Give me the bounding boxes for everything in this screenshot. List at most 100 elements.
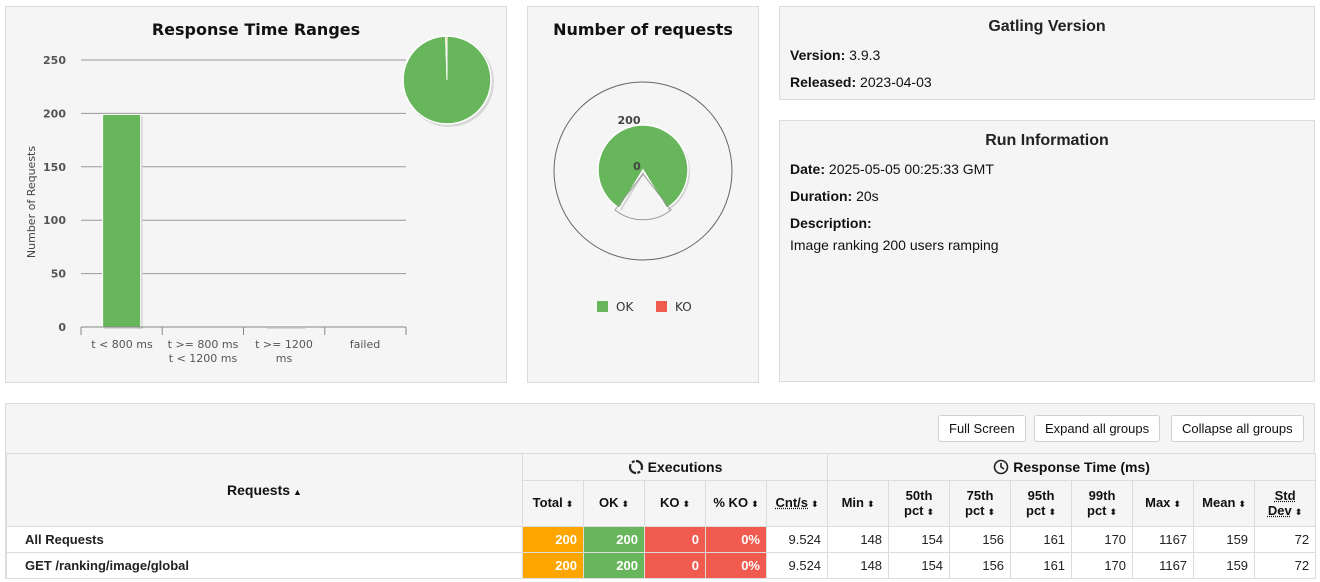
mean-cell: 159 (1193, 526, 1256, 553)
mean-column-header[interactable]: Mean ⬍ (1193, 480, 1256, 527)
legend-ok-swatch[interactable] (597, 301, 608, 312)
y-tick-label: 100 (43, 214, 66, 227)
date-row: Date: 2025-05-05 00:25:33 GMT (790, 161, 994, 177)
bar-0[interactable] (102, 113, 142, 328)
total-header-label: Total (532, 495, 563, 510)
released-row: Released: 2023-04-03 (790, 74, 932, 90)
p75-cell: 156 (949, 552, 1012, 579)
statistics-table: Requests ▲ Executions Response Time (ms) (6, 453, 1317, 579)
statistics-section: Full Screen Expand all groups Collapse a… (5, 403, 1317, 579)
pct-ko-header-label: % KO (713, 495, 749, 510)
p75-column-header[interactable]: 75th pct ⬍ (949, 480, 1012, 527)
released-value: 2023-04-03 (860, 74, 932, 90)
sort-icon: ⬍ (751, 499, 759, 509)
pct-ko-cell: 0% (705, 526, 767, 553)
ok-cell: 200 (583, 552, 645, 579)
number-of-requests-chart: Number of requests 200 0 OK KO (553, 20, 733, 314)
requests-column-header[interactable]: Requests ▲ (6, 453, 523, 527)
run-information-title: Run Information (985, 132, 1109, 149)
version-label: Version: (790, 47, 846, 63)
sort-icon: ⬍ (565, 499, 574, 509)
ko-header-label: KO (659, 495, 680, 510)
ranges-y-axis-label: Number of Requests (25, 146, 38, 258)
description-row: Description: (790, 215, 872, 231)
y-tick-label: 200 (43, 107, 66, 120)
p50-header-line1: 50th (905, 487, 933, 503)
std-dev-cell: 72 (1254, 552, 1317, 579)
p50-cell: 154 (888, 552, 951, 579)
ranges-x-label-1-line1: t >= 800 ms (168, 338, 239, 351)
cnt-column-header[interactable]: Cnt/s ⬍ (765, 480, 829, 527)
executions-icon (628, 459, 643, 475)
request-name-link[interactable]: GET /ranking/image/global (6, 552, 523, 579)
requests-pie-ok-slice[interactable] (597, 124, 689, 210)
request-name: All Requests (6, 526, 523, 553)
std-dev-column-header[interactable]: Std Dev ⬍ (1254, 480, 1317, 527)
p75-header-line1: 75th (966, 487, 994, 503)
min-cell: 148 (827, 552, 890, 579)
p99-column-header[interactable]: 99th pct ⬍ (1071, 480, 1134, 527)
ko-cell: 0 (644, 526, 706, 553)
duration-value: 20s (856, 188, 879, 204)
table-row: All Requests 200 200 0 0% 9.524 148 154 … (6, 526, 1317, 553)
full-screen-button[interactable]: Full Screen (938, 415, 1026, 442)
sort-icon: ⬍ (682, 499, 691, 509)
requests-ko-count-label: 0 (633, 160, 641, 173)
p50-column-header[interactable]: 50th pct ⬍ (888, 480, 951, 527)
sort-icon: ⬍ (1173, 499, 1181, 509)
y-tick-label: 50 (51, 268, 67, 281)
std-dev-header-line1: Std (1274, 487, 1296, 503)
p75-header-line2: pct (965, 502, 985, 518)
ko-column-header[interactable]: KO ⬍ (644, 480, 706, 527)
pct-ko-cell: 0% (705, 552, 767, 579)
p95-cell: 161 (1010, 552, 1073, 579)
collapse-all-groups-button[interactable]: Collapse all groups (1171, 415, 1304, 442)
p95-cell: 161 (1010, 526, 1073, 553)
sort-icon: ⬍ (621, 499, 630, 509)
ranges-x-label-0-line1: t < 800 ms (91, 338, 153, 351)
min-column-header[interactable]: Min ⬍ (827, 480, 890, 527)
requests-pie-ko-slice[interactable] (614, 173, 672, 221)
date-value: 2025-05-05 00:25:33 GMT (828, 161, 994, 177)
p95-header-line2: pct (1026, 502, 1046, 518)
std-dev-header-line2: Dev (1267, 502, 1292, 518)
legend-ko-label[interactable]: KO (675, 300, 692, 314)
p99-header-line2: pct (1087, 502, 1107, 518)
executions-group-header: Executions (521, 453, 829, 481)
mean-cell: 159 (1193, 552, 1256, 579)
executions-header-label: Executions (647, 459, 723, 475)
pct-ko-column-header[interactable]: % KO ⬍ (705, 480, 767, 527)
ranges-distribution-pie (402, 35, 494, 127)
legend-ok-label[interactable]: OK (616, 300, 634, 314)
cnt-header-label: Cnt/s (775, 495, 809, 510)
ranges-x-label-3-line1: failed (350, 338, 380, 351)
mean-header-label: Mean (1202, 495, 1236, 510)
ranges-x-label-2-line1: t >= 1200 (255, 338, 313, 351)
gatling-version-title: Gatling Version (988, 18, 1106, 35)
table-row[interactable]: GET /ranking/image/global 200 200 0 0% 9… (6, 552, 1317, 579)
ranges-x-label-1-line2: t < 1200 ms (169, 352, 238, 365)
sort-icon: ⬍ (1109, 506, 1118, 517)
sort-icon: ⬍ (926, 506, 935, 517)
sort-icon: ⬍ (866, 499, 875, 509)
p95-column-header[interactable]: 95th pct ⬍ (1010, 480, 1073, 527)
description-value: Image ranking 200 users ramping (790, 237, 999, 253)
sort-icon: ⬍ (1238, 499, 1246, 509)
requests-ok-count-label: 200 (618, 114, 641, 127)
ranges-chart-title: Response Time Ranges (152, 20, 360, 39)
p95-header-line1: 95th (1027, 487, 1055, 503)
ok-header-label: OK (598, 495, 619, 510)
number-of-requests-panel: Number of requests 200 0 OK KO (527, 6, 759, 383)
legend-ko-swatch[interactable] (656, 301, 667, 312)
cnt-cell: 9.524 (765, 552, 829, 579)
cnt-cell: 9.524 (765, 526, 829, 553)
expand-all-groups-button[interactable]: Expand all groups (1034, 415, 1161, 442)
min-header-label: Min (841, 495, 864, 510)
y-tick-label: 250 (43, 54, 66, 67)
total-column-header[interactable]: Total ⬍ (522, 480, 584, 527)
response-time-group-header: Response Time (ms) (827, 453, 1317, 481)
duration-label: Duration: (790, 188, 853, 204)
ok-column-header[interactable]: OK ⬍ (583, 480, 645, 527)
max-column-header[interactable]: Max ⬍ (1132, 480, 1195, 527)
p99-cell: 170 (1071, 526, 1134, 553)
